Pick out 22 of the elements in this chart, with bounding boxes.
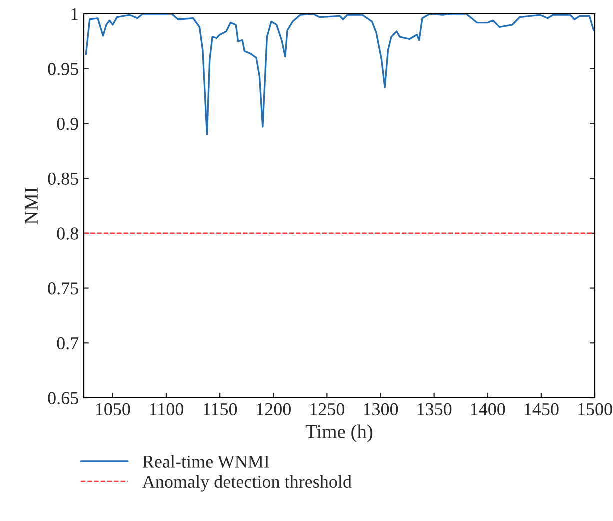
x-tick-label: 1200 (257, 403, 291, 416)
y-tick-label: 0.8 (57, 228, 78, 240)
y-tick-label: 0.95 (48, 63, 78, 76)
y-tick-label: 1 (72, 8, 78, 20)
y-tick-label: 0.9 (57, 118, 78, 130)
x-tick-label: 1100 (150, 403, 184, 416)
legend-label: Anomaly detection threshold (142, 475, 352, 492)
x-axis-title: Time (h) (306, 424, 373, 442)
x-tick-label: 1050 (96, 403, 130, 416)
y-tick-label: 0.75 (48, 282, 78, 295)
x-tick-label: 1500 (578, 403, 612, 416)
y-axis-title: NMI (25, 188, 38, 224)
x-tick-label: 1300 (364, 403, 398, 416)
x-tick-label: 1450 (524, 403, 559, 416)
y-tick-label: 0.7 (57, 337, 79, 350)
legend-label: Real-time WNMI (142, 455, 270, 468)
x-tick-label: 1150 (204, 403, 238, 416)
x-tick-label: 1400 (471, 403, 506, 416)
x-tick-label: 1350 (418, 403, 452, 416)
y-tick-label: 0.65 (48, 392, 78, 405)
y-tick-label: 0.85 (48, 172, 78, 186)
x-tick-label: 1250 (310, 403, 345, 416)
